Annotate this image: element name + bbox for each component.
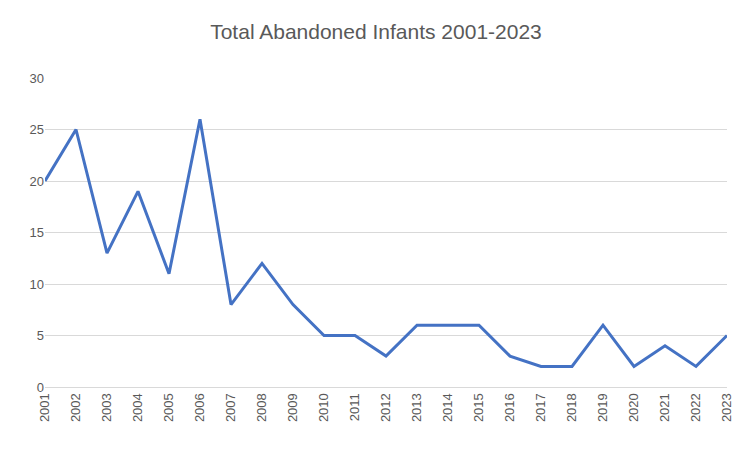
svg-text:2006: 2006	[192, 393, 207, 422]
svg-text:2001: 2001	[37, 393, 52, 422]
svg-text:2003: 2003	[99, 393, 114, 422]
svg-text:20: 20	[30, 174, 44, 189]
svg-text:Total Abandoned Infants 2001-2: Total Abandoned Infants 2001-2023	[210, 20, 542, 43]
svg-text:2002: 2002	[68, 393, 83, 422]
svg-text:2005: 2005	[161, 393, 176, 422]
svg-text:2022: 2022	[688, 393, 703, 422]
svg-text:2021: 2021	[657, 393, 672, 422]
svg-text:0: 0	[37, 380, 44, 395]
svg-text:2011: 2011	[347, 393, 362, 421]
svg-text:2010: 2010	[316, 393, 331, 422]
svg-text:2012: 2012	[378, 393, 393, 422]
svg-text:2009: 2009	[285, 393, 300, 422]
svg-text:2004: 2004	[130, 393, 145, 422]
svg-text:2007: 2007	[223, 393, 238, 422]
svg-text:2014: 2014	[440, 393, 455, 422]
svg-text:30: 30	[30, 71, 44, 86]
svg-text:2015: 2015	[471, 393, 486, 422]
svg-text:2020: 2020	[626, 393, 641, 422]
svg-text:25: 25	[30, 122, 44, 137]
svg-text:2008: 2008	[254, 393, 269, 422]
svg-text:15: 15	[30, 225, 44, 240]
svg-text:2013: 2013	[409, 393, 424, 422]
svg-text:10: 10	[30, 277, 44, 292]
svg-text:2017: 2017	[533, 393, 548, 422]
svg-text:2023: 2023	[719, 393, 734, 422]
svg-text:2016: 2016	[502, 393, 517, 422]
svg-text:5: 5	[37, 328, 44, 343]
svg-text:2018: 2018	[564, 393, 579, 422]
svg-text:2019: 2019	[595, 393, 610, 422]
